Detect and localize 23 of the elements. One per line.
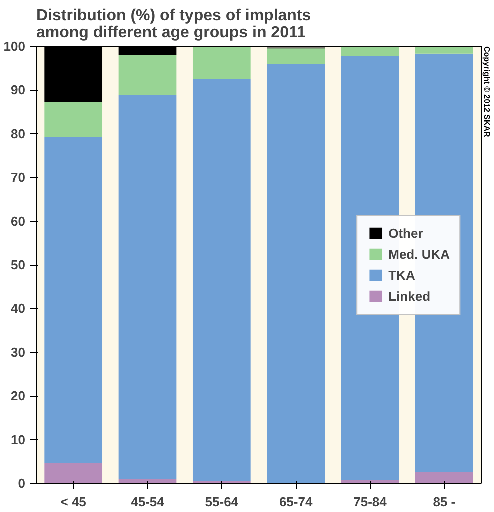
y-tick-label: 30 bbox=[11, 344, 26, 360]
y-tick-label: 10 bbox=[11, 432, 26, 448]
y-tick-label: 90 bbox=[11, 82, 26, 98]
y-tick-label: 60 bbox=[11, 214, 26, 229]
y-tick-label: 40 bbox=[11, 301, 26, 316]
x-tick-label: 85 - bbox=[433, 494, 456, 510]
text: Copyright © 2012 SKAR bbox=[482, 46, 492, 138]
x-tick-label: 65-74 bbox=[279, 494, 314, 510]
legend-label: Other bbox=[388, 226, 424, 240]
chart-title: Distribution (%) of types of implants among different age groups in 2011 bbox=[36, 8, 312, 42]
x-tick-label: 75-84 bbox=[354, 494, 388, 510]
x-tick-label: 45-54 bbox=[131, 494, 166, 510]
y-tick-label: 80 bbox=[11, 126, 26, 142]
legend-label: Med. UKA bbox=[388, 246, 450, 262]
y-tick-label: 100 bbox=[4, 39, 26, 54]
legend-label: Linked bbox=[388, 288, 431, 304]
y-tick-label: 50 bbox=[11, 258, 26, 272]
y-tick-label: 20 bbox=[11, 388, 26, 404]
y-tick-label: 0 bbox=[18, 476, 26, 491]
x-tick-label: < 45 bbox=[60, 494, 86, 510]
legend-label: TKA bbox=[388, 268, 416, 282]
y-tick-label: 70 bbox=[11, 170, 26, 186]
x-tick-label: 55-64 bbox=[205, 494, 240, 510]
